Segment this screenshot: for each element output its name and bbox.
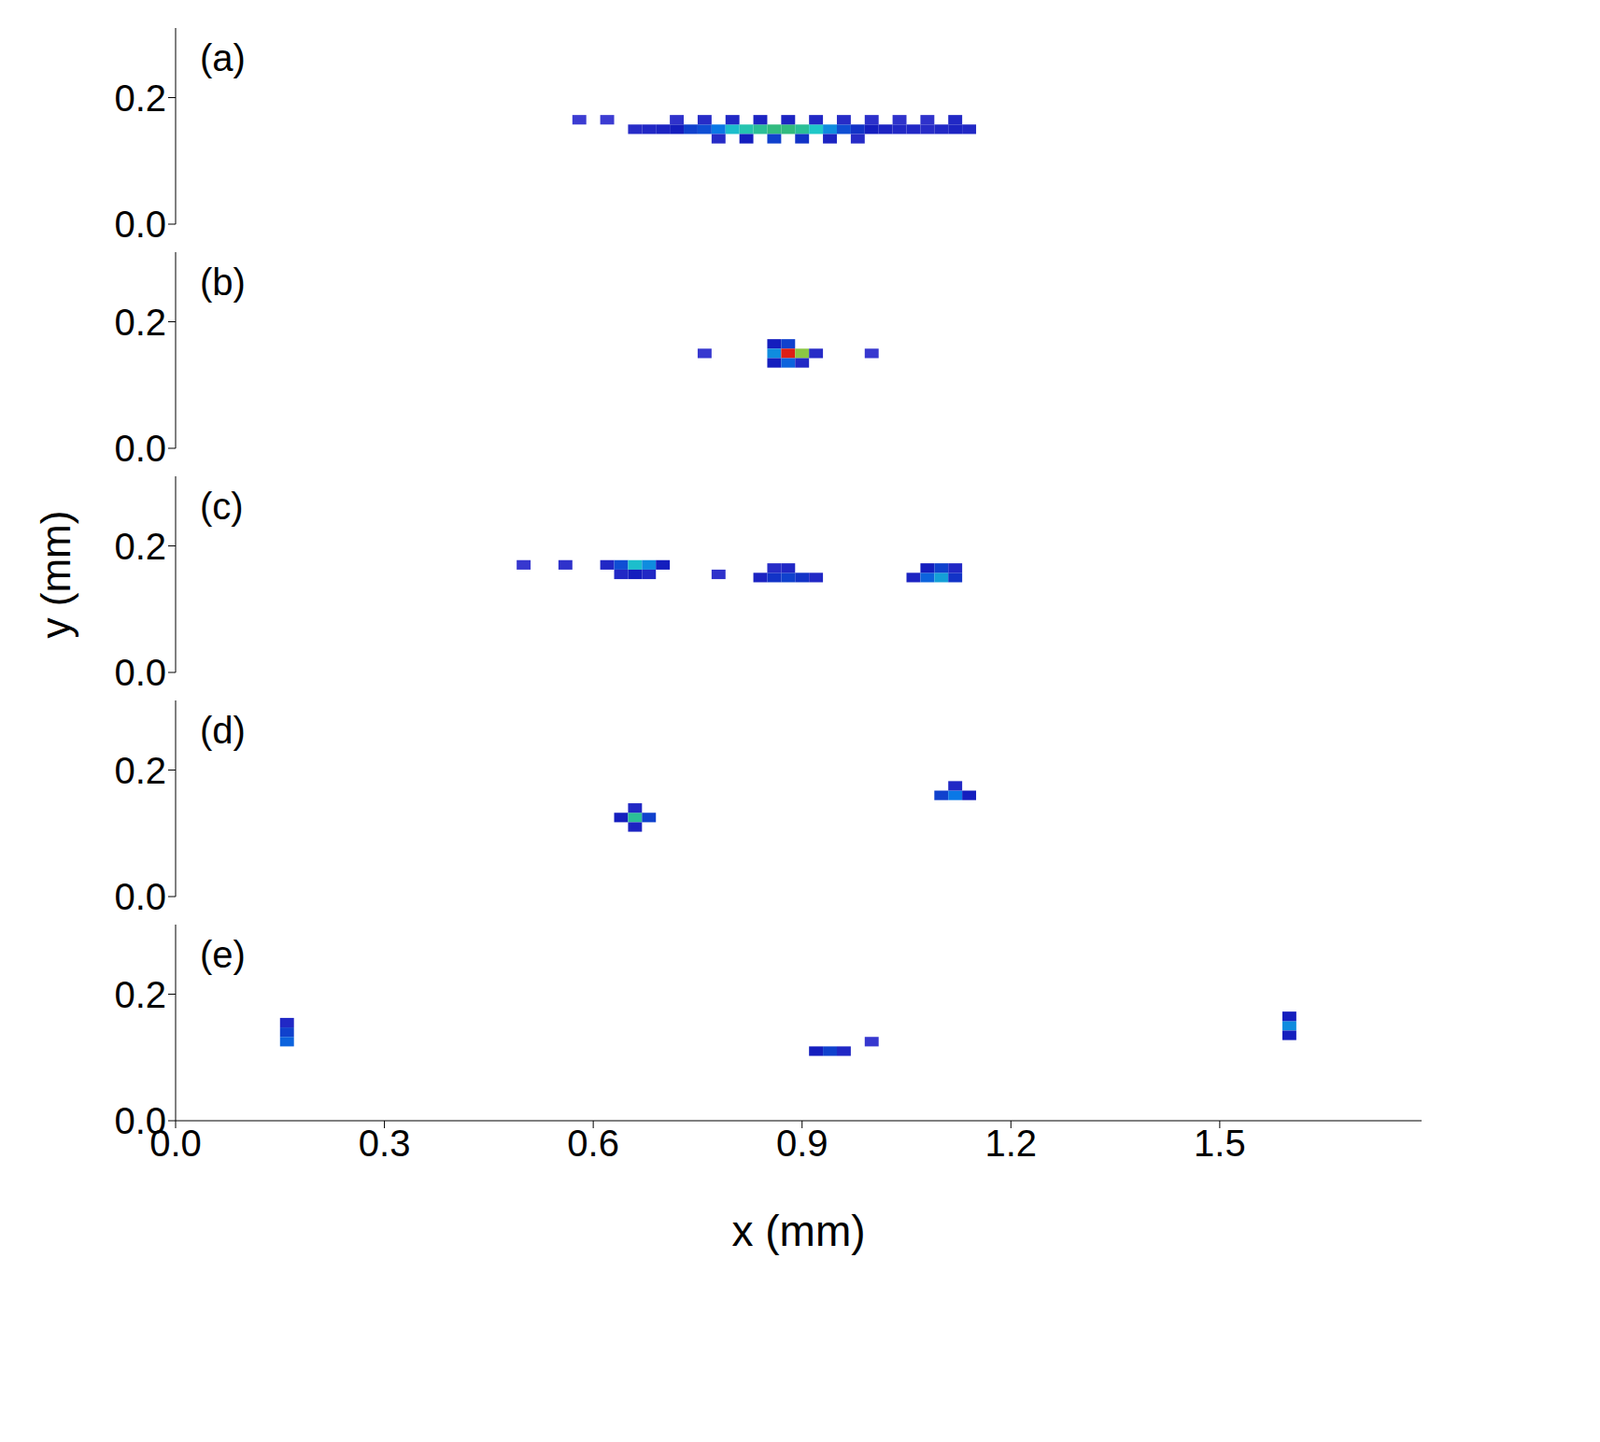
html-text:(b): (b) xyxy=(199,261,246,303)
svg-text:0.0: 0.0 xyxy=(113,427,167,469)
svg-text:1.2: 1.2 xyxy=(984,1122,1037,1164)
html-text:y (mm): y (mm) xyxy=(32,510,79,639)
html-text:(a): (a) xyxy=(199,37,246,79)
svg-text:0.0: 0.0 xyxy=(149,1123,202,1165)
svg-text:0.0: 0.0 xyxy=(113,1100,167,1142)
svg-text:0.0: 0.0 xyxy=(113,876,167,918)
svg-text:0.9: 0.9 xyxy=(776,1122,829,1164)
svg-text:0.2: 0.2 xyxy=(113,301,167,343)
svg-text:1.5: 1.5 xyxy=(1193,1122,1247,1164)
html-text:(d): (d) xyxy=(199,709,246,751)
svg-text:0.3: 0.3 xyxy=(358,1122,411,1164)
svg-text:0.2: 0.2 xyxy=(113,77,167,119)
svg-text:0.6: 0.6 xyxy=(566,1122,620,1164)
html-text:(e): (e) xyxy=(199,934,246,976)
svg-text:0.2: 0.2 xyxy=(113,974,167,1016)
html-text:x (mm): x (mm) xyxy=(731,1206,866,1256)
svg-text:0.2: 0.2 xyxy=(113,750,167,792)
svg-text:0.2: 0.2 xyxy=(113,525,167,567)
html-text:(c): (c) xyxy=(199,485,244,527)
svg-text:0.0: 0.0 xyxy=(113,203,167,245)
svg-text:0.0: 0.0 xyxy=(113,651,167,694)
